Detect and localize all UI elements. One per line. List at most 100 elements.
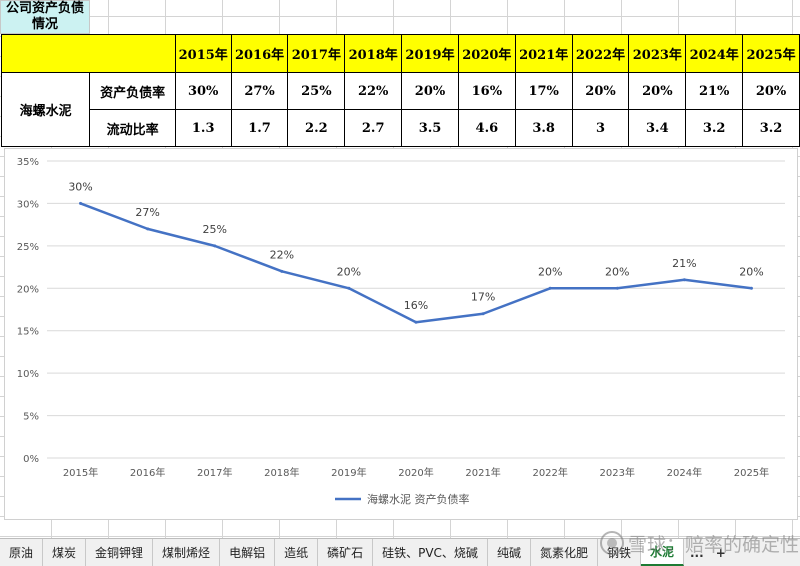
value-cell[interactable]: 1.3 (174, 109, 232, 147)
data-label: 22% (270, 248, 294, 261)
year-cell[interactable]: 2020年 (457, 34, 516, 73)
sheet-tab[interactable]: 煤炭 (43, 539, 87, 566)
year-cell[interactable]: 2016年 (230, 34, 289, 73)
value-cell[interactable]: 20% (742, 72, 800, 110)
value-cell[interactable]: 20% (571, 72, 630, 110)
value-cell[interactable]: 17% (514, 72, 573, 110)
value-cell[interactable]: 2.2 (287, 109, 346, 147)
company-cell[interactable]: 海螺水泥 (0, 72, 91, 147)
year-cell[interactable]: 2021年 (514, 34, 573, 73)
value-cell[interactable]: 22% (344, 72, 403, 110)
sheet-title-cell[interactable]: 公司资产负债情况 (0, 0, 90, 34)
data-point[interactable] (481, 312, 485, 316)
value-cell[interactable]: 2.7 (344, 109, 403, 147)
year-cell[interactable]: 2017年 (287, 34, 346, 73)
data-point[interactable] (414, 320, 418, 324)
value-cell[interactable]: 25% (287, 72, 346, 110)
data-label: 27% (135, 206, 159, 219)
value-cell[interactable]: 3.8 (514, 109, 573, 147)
value-cell[interactable]: 3.2 (742, 109, 800, 147)
watermark-text: 雪球：赔率的确定性 (628, 533, 800, 556)
year-cell[interactable]: 2022年 (571, 34, 630, 73)
sheet-tab[interactable]: 金铜钾锂 (86, 539, 154, 566)
data-point[interactable] (615, 286, 619, 290)
y-tick-label: 0% (23, 454, 39, 465)
y-tick-label: 25% (17, 242, 39, 253)
y-tick-label: 30% (17, 199, 39, 210)
x-tick-label: 2017年 (197, 466, 232, 479)
data-point[interactable] (347, 286, 351, 290)
data-label: 20% (739, 265, 763, 278)
sheet-tab[interactable]: 氮素化肥 (531, 539, 598, 566)
data-label: 20% (538, 265, 562, 278)
data-table: 2015年 2016年 2017年 2018年 2019年 2020年 2021… (0, 34, 800, 147)
year-cell[interactable]: 2015年 (174, 34, 232, 73)
data-point[interactable] (682, 278, 686, 282)
data-label: 25% (203, 223, 227, 236)
y-tick-label: 20% (17, 284, 39, 295)
sheet-tab[interactable]: 电解铝 (220, 539, 276, 566)
sheet-tab[interactable]: 硅铁、PVC、烧碱 (373, 539, 488, 566)
data-point[interactable] (548, 286, 552, 290)
table-row: 海螺水泥 资产负债率 30% 27% 25% 22% 20% 16% 17% 2… (0, 72, 800, 147)
y-tick-label: 5% (23, 412, 39, 423)
header-blank-cell[interactable] (1, 34, 176, 73)
legend-label[interactable]: 海螺水泥 资产负债率 (367, 492, 470, 506)
value-cell[interactable]: 4.6 (457, 109, 516, 147)
sheet-tab[interactable]: 纯碱 (488, 539, 531, 566)
sheet-tab[interactable]: 水泥 (640, 539, 684, 566)
y-tick-label: 10% (17, 369, 39, 380)
sheet-tab[interactable]: 磷矿石 (318, 539, 374, 566)
more-tabs-button[interactable]: ... (690, 545, 704, 560)
value-cell[interactable]: 16% (457, 72, 516, 110)
data-label: 30% (68, 180, 92, 193)
x-tick-label: 2016年 (130, 466, 165, 479)
x-tick-label: 2025年 (734, 466, 769, 479)
sheet-tab-bar: 原油 煤炭 金铜钾锂 煤制烯烃 电解铝 造纸 磷矿石 硅铁、PVC、烧碱 纯碱 氮素化肥 钢铁 水泥 … (0, 538, 800, 566)
value-cell[interactable]: 3.4 (628, 109, 687, 147)
year-cell[interactable]: 2018年 (344, 34, 403, 73)
value-cell[interactable]: 21% (685, 72, 744, 110)
year-cell[interactable]: 2024年 (685, 34, 744, 73)
data-point[interactable] (79, 201, 83, 205)
y-tick-label: 35% (17, 157, 39, 168)
year-cell[interactable]: 2023年 (628, 34, 687, 73)
sheet-tab[interactable]: 原油 (0, 539, 44, 566)
value-cell[interactable]: 27% (230, 72, 289, 110)
header-row: 2015年 2016年 2017年 2018年 2019年 2020年 2021… (1, 34, 800, 73)
table-row: 流动比率 1.3 1.7 2.2 2.7 3.5 4.6 3.8 3 3.4 3… (2, 109, 800, 147)
x-tick-label: 2018年 (264, 466, 299, 479)
year-cell[interactable]: 2025年 (742, 34, 800, 73)
line-chart[interactable]: 0% 5% 10% 15% 20% 25% 30% 35% 2015年 2016年 2017年 201… (4, 148, 798, 520)
data-label: 21% (672, 257, 696, 270)
data-label: 20% (605, 265, 629, 278)
value-cell[interactable]: 3 (571, 109, 630, 147)
watermark: 雪球：赔率的确定性 (600, 528, 799, 558)
value-cell[interactable]: 1.7 (230, 109, 289, 147)
sheet-tab[interactable]: 造纸 (275, 539, 319, 566)
sheet-tab[interactable]: 煤制烯烃 (153, 539, 221, 566)
sheet-title: 公司资产负债情况 (5, 1, 84, 32)
data-label: 17% (471, 291, 495, 304)
data-point[interactable] (749, 286, 753, 290)
x-tick-label: 2024年 (667, 466, 702, 479)
snowball-logo-icon (600, 531, 624, 555)
x-tick-label: 2019年 (331, 466, 366, 479)
add-sheet-button[interactable]: + (715, 545, 726, 560)
metric-label-cell[interactable]: 资产负债率 (89, 72, 176, 110)
data-point[interactable] (280, 269, 284, 273)
x-tick-label: 2020年 (398, 466, 433, 479)
x-tick-label: 2015年 (63, 466, 98, 479)
value-cell[interactable]: 3.2 (685, 109, 744, 147)
year-cell[interactable]: 2019年 (401, 34, 459, 73)
metric-label-cell[interactable]: 流动比率 (89, 109, 176, 147)
value-cell[interactable]: 30% (174, 72, 232, 110)
data-point[interactable] (213, 244, 217, 248)
value-cell[interactable]: 3.5 (401, 109, 459, 147)
value-cell[interactable]: 20% (401, 72, 459, 110)
data-label: 16% (404, 299, 428, 312)
x-tick-label: 2022年 (532, 466, 567, 479)
value-cell[interactable]: 20% (628, 72, 687, 110)
data-point[interactable] (146, 227, 150, 231)
x-tick-label: 2021年 (465, 466, 500, 479)
